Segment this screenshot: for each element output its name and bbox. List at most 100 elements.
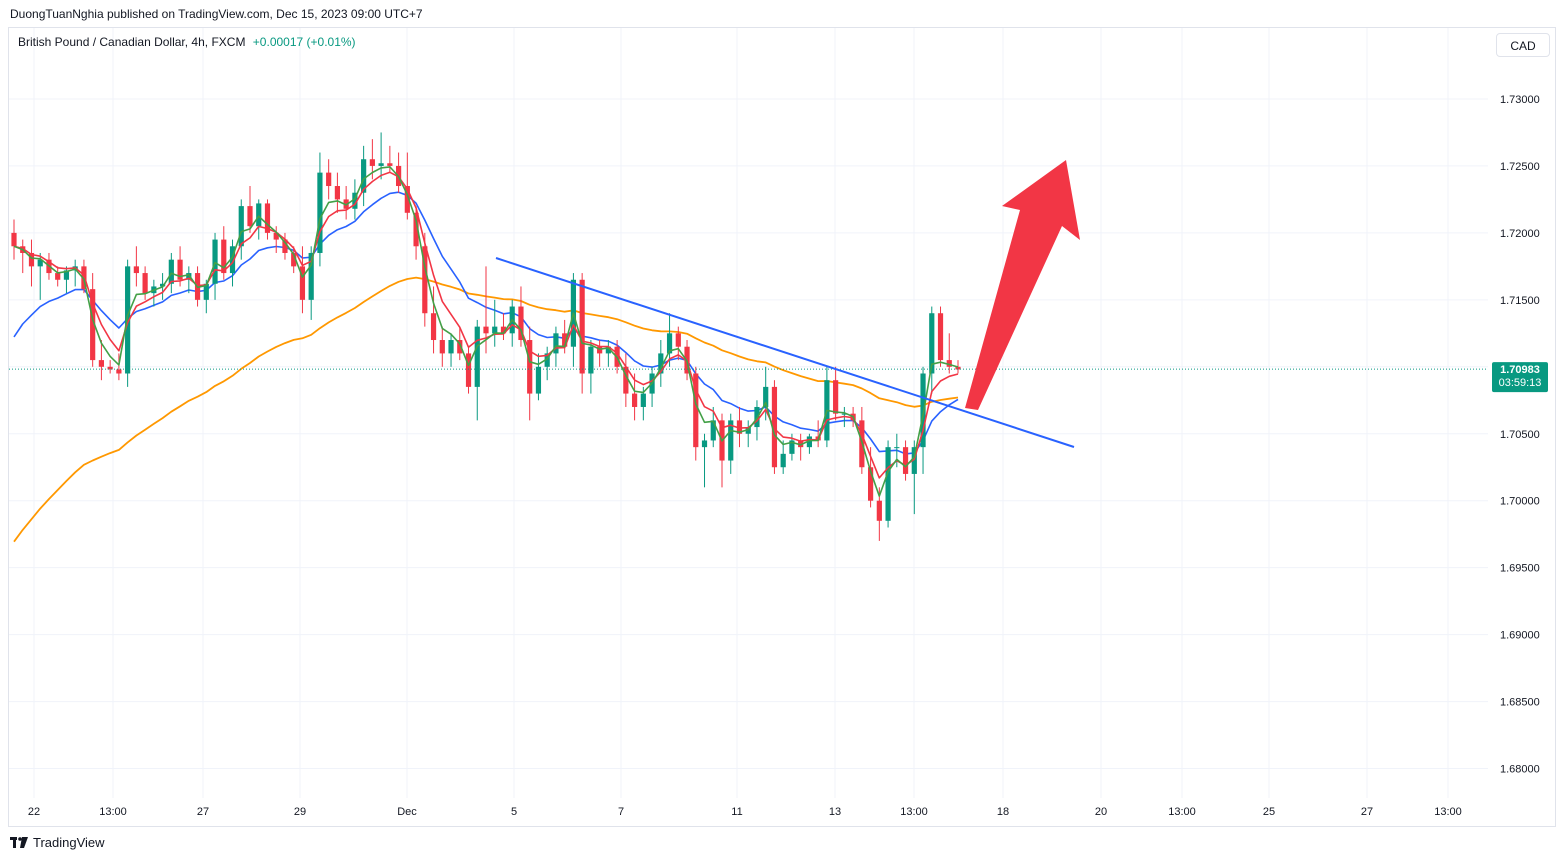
candle bbox=[544, 346, 550, 381]
candle bbox=[264, 199, 271, 240]
candle bbox=[273, 226, 279, 253]
candle bbox=[212, 232, 218, 300]
candle bbox=[72, 259, 78, 287]
candle bbox=[142, 266, 148, 300]
chart-legend: British Pound / Canadian Dollar, 4h, FXC… bbox=[18, 35, 356, 49]
candle bbox=[439, 326, 445, 367]
candle bbox=[710, 406, 716, 448]
candle bbox=[535, 353, 542, 401]
candle bbox=[177, 246, 183, 287]
bullish-arrow-icon bbox=[965, 160, 1080, 410]
bar-countdown: 03:59:13 bbox=[1499, 377, 1542, 389]
candle bbox=[395, 152, 402, 193]
last-price-value: 1.70983 bbox=[1500, 364, 1540, 376]
candle bbox=[422, 232, 428, 327]
price-tick-label: 1.69500 bbox=[1500, 563, 1540, 575]
candle bbox=[186, 266, 192, 294]
price-tick-label: 1.70000 bbox=[1500, 496, 1540, 508]
candle bbox=[937, 306, 944, 367]
candle bbox=[404, 152, 410, 220]
candle bbox=[631, 373, 638, 421]
candle bbox=[20, 239, 26, 274]
time-tick-label: 13:00 bbox=[1434, 806, 1462, 818]
time-tick-label: Dec bbox=[397, 806, 417, 818]
candle bbox=[911, 440, 917, 515]
candle bbox=[605, 340, 611, 367]
trendline bbox=[495, 257, 1075, 448]
candle bbox=[824, 366, 830, 448]
candle bbox=[221, 226, 227, 280]
brand-name: TradingView bbox=[33, 835, 105, 850]
candle bbox=[736, 406, 743, 448]
time-tick-label: 13 bbox=[829, 806, 841, 818]
moving-average-green bbox=[13, 166, 959, 497]
time-tick-label: 13:00 bbox=[99, 806, 127, 818]
candle bbox=[465, 346, 472, 394]
candle bbox=[649, 366, 655, 407]
price-change: +0.00017 (+0.01%) bbox=[252, 35, 356, 49]
candle bbox=[247, 186, 253, 233]
candle bbox=[37, 252, 43, 300]
candle bbox=[885, 440, 891, 528]
moving-average-red bbox=[13, 171, 959, 479]
candle bbox=[798, 433, 804, 461]
time-axis: 22 13:00 27 29 Dec 5 7 11 13 13:00 18 20 13:00 25 27 13… bbox=[28, 806, 1462, 818]
candle bbox=[500, 313, 507, 341]
candle bbox=[474, 319, 480, 421]
candle bbox=[256, 199, 262, 240]
candle bbox=[701, 433, 708, 488]
candle bbox=[588, 340, 594, 394]
candle bbox=[378, 132, 384, 180]
price-tick-label: 1.72000 bbox=[1500, 228, 1540, 240]
candle bbox=[693, 366, 699, 461]
price-tick-label: 1.70500 bbox=[1500, 429, 1540, 441]
time-tick-label: 5 bbox=[511, 806, 517, 818]
candle bbox=[946, 333, 952, 374]
candle bbox=[238, 199, 244, 260]
time-tick-label: 29 bbox=[294, 806, 306, 818]
candle bbox=[282, 232, 288, 260]
candles bbox=[11, 132, 961, 541]
candle bbox=[579, 273, 585, 394]
candle bbox=[28, 239, 35, 287]
candle bbox=[430, 286, 437, 354]
currency-button[interactable]: CAD bbox=[1496, 33, 1550, 57]
candle bbox=[780, 440, 786, 474]
candle bbox=[317, 152, 323, 267]
candle bbox=[448, 333, 454, 367]
ma-line bbox=[13, 171, 959, 479]
symbol-label[interactable]: British Pound / Canadian Dollar, 4h, FXC… bbox=[18, 35, 246, 49]
candle bbox=[518, 286, 524, 347]
candle bbox=[666, 313, 673, 367]
price-tick-label: 1.68000 bbox=[1500, 764, 1540, 776]
price-tick-label: 1.68500 bbox=[1500, 697, 1540, 709]
candle bbox=[98, 340, 105, 381]
candle bbox=[492, 299, 498, 347]
candle bbox=[413, 206, 419, 260]
candle bbox=[527, 326, 533, 421]
price-tick-label: 1.73000 bbox=[1500, 94, 1540, 106]
time-tick-label: 11 bbox=[731, 806, 742, 818]
tradingview-logo-icon bbox=[10, 836, 28, 849]
price-tick-label: 1.72500 bbox=[1500, 161, 1540, 173]
candle bbox=[728, 413, 734, 474]
time-tick-label: 27 bbox=[1361, 806, 1373, 818]
time-tick-label: 18 bbox=[997, 806, 1009, 818]
candle bbox=[326, 159, 332, 200]
candle bbox=[133, 246, 139, 287]
time-tick-label: 13:00 bbox=[900, 806, 928, 818]
time-tick-label: 27 bbox=[197, 806, 209, 818]
chart-frame bbox=[8, 27, 1556, 827]
publisher-line: DuongTuanNghia published on TradingView.… bbox=[10, 7, 423, 21]
time-tick-label: 13:00 bbox=[1168, 806, 1196, 818]
candle bbox=[929, 306, 935, 394]
candle bbox=[107, 360, 113, 374]
ma-line bbox=[13, 166, 959, 497]
candle bbox=[658, 340, 664, 387]
time-tick-label: 20 bbox=[1095, 806, 1107, 818]
candle bbox=[151, 279, 157, 307]
chart-grid bbox=[9, 28, 1488, 798]
candle bbox=[387, 145, 393, 173]
candle bbox=[361, 145, 367, 207]
